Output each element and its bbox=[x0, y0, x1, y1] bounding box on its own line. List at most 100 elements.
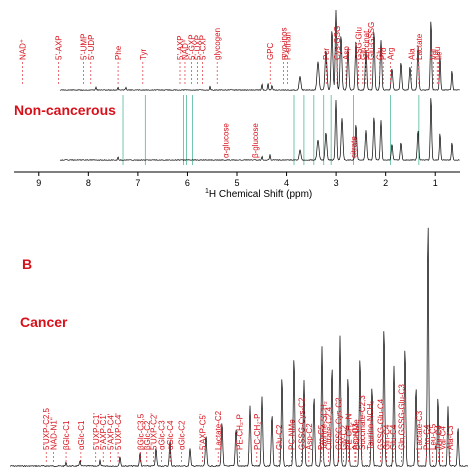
annotation-top-22: Asp bbox=[342, 46, 351, 60]
annotation-top-18: Glu-GSSG bbox=[367, 22, 376, 60]
annotation-top-25: Ala bbox=[407, 48, 416, 60]
annotation-b-16: PE-CH₂-P bbox=[235, 414, 244, 450]
annotation-b-12: αGlc-C4 bbox=[166, 420, 175, 450]
annotation-b-5: 5'AXP-C1' bbox=[99, 413, 108, 450]
annotation-b-10: 5'UXP-C2' bbox=[150, 413, 159, 450]
green-guide-lines bbox=[122, 95, 420, 165]
annotation-b-6: 5'AXP-C4' bbox=[107, 413, 116, 450]
x-axis-title-sup: 1 bbox=[205, 188, 209, 195]
annotation-b-33: Gln-C4 bbox=[383, 424, 392, 450]
x-tick-label-8: 8 bbox=[86, 178, 91, 188]
annotation-top-14: P-ethan bbox=[284, 32, 293, 60]
annotation-b-35: Gln,GSSG-Glu-C3 bbox=[398, 384, 407, 450]
panel-b-label: B bbox=[22, 256, 32, 272]
annotation-bottom-1: β-glucose bbox=[251, 123, 260, 158]
x-tick-label-1: 1 bbox=[433, 178, 438, 188]
annotation-top-0: NAD⁺ bbox=[18, 39, 27, 60]
spectrum-cancer bbox=[9, 227, 469, 468]
annotation-b-29: Succinate-C2,3 bbox=[358, 395, 367, 450]
x-tick-label-4: 4 bbox=[284, 178, 289, 188]
annotation-top-10: 5'-CXP bbox=[198, 35, 207, 60]
annotation-top-13: myo-inos bbox=[280, 28, 289, 60]
annotation-b-8: βGlc-C3,5 bbox=[136, 413, 145, 450]
annotation-top-26: Lactate bbox=[415, 33, 424, 60]
annotation-top-8: 5'-GXP bbox=[187, 34, 196, 60]
annotation-top-17: GSG-Glu bbox=[354, 27, 363, 60]
spectrum-non-cancerous bbox=[59, 98, 460, 161]
annotation-b-39: Thr-C4 bbox=[435, 425, 444, 450]
annotation-b-27: PE-CH₂-N bbox=[345, 413, 354, 450]
annotation-top-11: glycogen bbox=[213, 28, 222, 60]
annotation-top-4: Phe bbox=[114, 45, 123, 60]
annotation-top-12: GPC bbox=[266, 42, 275, 60]
annotation-b-40: Val-C4 bbox=[439, 426, 448, 450]
annotation-top-29: Ile bbox=[435, 51, 444, 60]
x-tick-label-2: 2 bbox=[383, 178, 388, 188]
annotation-b-18: Glu-C2 bbox=[275, 424, 284, 450]
annotation-top-28: Leu bbox=[433, 47, 442, 60]
x-axis-ticks: 9 8 7 6 5 4 3 2 1 bbox=[36, 172, 438, 188]
annotation-top-19: succinat bbox=[362, 30, 371, 60]
annotation-b-28: Asp-C3 bbox=[351, 423, 360, 450]
annotation-b-36: Lactate-C3 bbox=[415, 410, 424, 450]
annotation-top-23: Pro bbox=[379, 47, 388, 60]
annotation-bottom-2: citrate bbox=[349, 136, 358, 158]
annotation-b-15: Lactate-C2 bbox=[214, 410, 223, 450]
annotation-b-24: Taurine-SCH₂ bbox=[320, 401, 329, 450]
group-label-non-cancerous: Non-cancerous bbox=[14, 102, 116, 118]
annotation-top-7: NAD⁺ bbox=[181, 39, 190, 60]
annotation-b-34: Glu-C4 bbox=[389, 424, 398, 450]
annotation-b-3: αGlc-C1 bbox=[77, 420, 86, 450]
annotation-b-4: 5'UXP-C1' bbox=[92, 413, 101, 450]
annotation-b-7: 5'UXP-C4' bbox=[114, 413, 123, 450]
annotation-b-17: PC-CH₂-P bbox=[253, 414, 262, 450]
annotation-b-32: GSSG-Glu-C4 bbox=[377, 398, 386, 450]
annotation-bottom-0: α-glucose bbox=[222, 123, 231, 158]
annotation-b-41: Ala-C3 bbox=[446, 425, 455, 450]
annotation-top-9: 5'-UXP bbox=[193, 35, 202, 60]
annotation-top-24: Arg bbox=[387, 48, 396, 60]
annotation-b-2: βGlc-C1 bbox=[62, 420, 71, 450]
annotation-b-38: Leu-C5 bbox=[429, 423, 438, 450]
bottom-annotations: α-glucose β-glucose citrate bbox=[222, 123, 359, 158]
x-tick-label-5: 5 bbox=[234, 178, 239, 188]
annotation-top-6: 5'-AXP bbox=[176, 35, 185, 60]
annotation-top-20: Glu bbox=[376, 48, 385, 60]
spectrum-top bbox=[59, 9, 460, 91]
annotation-b-37: Pro-C4 bbox=[422, 424, 431, 450]
annotation-top-16: Cys-GSG bbox=[333, 26, 342, 60]
annotation-top-21: Gln bbox=[359, 48, 368, 60]
annotation-b-14: 5'AXP-C5' bbox=[198, 413, 207, 450]
annotation-b-23: Citrate-C2,4 bbox=[325, 406, 334, 450]
annotation-top-27: Val bbox=[429, 49, 438, 60]
x-axis-title: 1H Chemical Shift (ppm) bbox=[205, 188, 312, 200]
x-tick-label-7: 7 bbox=[135, 178, 140, 188]
annotation-b-9: βGlc-C2 bbox=[143, 420, 152, 450]
annotation-top-3: 5'-UDP bbox=[87, 34, 96, 60]
annotation-b-13: αGlc-C2 bbox=[177, 420, 186, 450]
annotation-b-20: GSSG-Cys-C2 bbox=[297, 397, 306, 450]
annotation-b-11: αGlc-C3 bbox=[158, 420, 167, 450]
annotation-b-31: Taurine-NCH₂ bbox=[366, 401, 375, 450]
annotation-top-5: Tyr bbox=[139, 49, 148, 60]
x-tick-label-6: 6 bbox=[185, 178, 190, 188]
annotation-b-25: GSSG-Cys-C2 bbox=[335, 397, 344, 450]
annotation-b-22: Pro-C5 bbox=[317, 424, 326, 450]
annotation-top-15: Pcr bbox=[322, 48, 331, 60]
x-tick-label-3: 3 bbox=[334, 178, 339, 188]
group-label-cancer: Cancer bbox=[20, 314, 68, 330]
annotation-b-1: NAD-N1'' bbox=[50, 417, 59, 450]
annotation-b-30: PC-NMe bbox=[352, 419, 361, 450]
annotation-top-2: 5'-UMP bbox=[79, 34, 88, 60]
annotation-b-21: Asp-C2 bbox=[305, 423, 314, 450]
annotation-b-19: PC-NMe bbox=[288, 419, 297, 450]
x-axis-title-main: H Chemical Shift (ppm) bbox=[209, 189, 312, 200]
x-tick-label-9: 9 bbox=[36, 178, 41, 188]
annotation-b-0: 5'UXP-C2,5 bbox=[42, 407, 51, 450]
annotation-top-1: 5'-AXP bbox=[55, 35, 64, 60]
